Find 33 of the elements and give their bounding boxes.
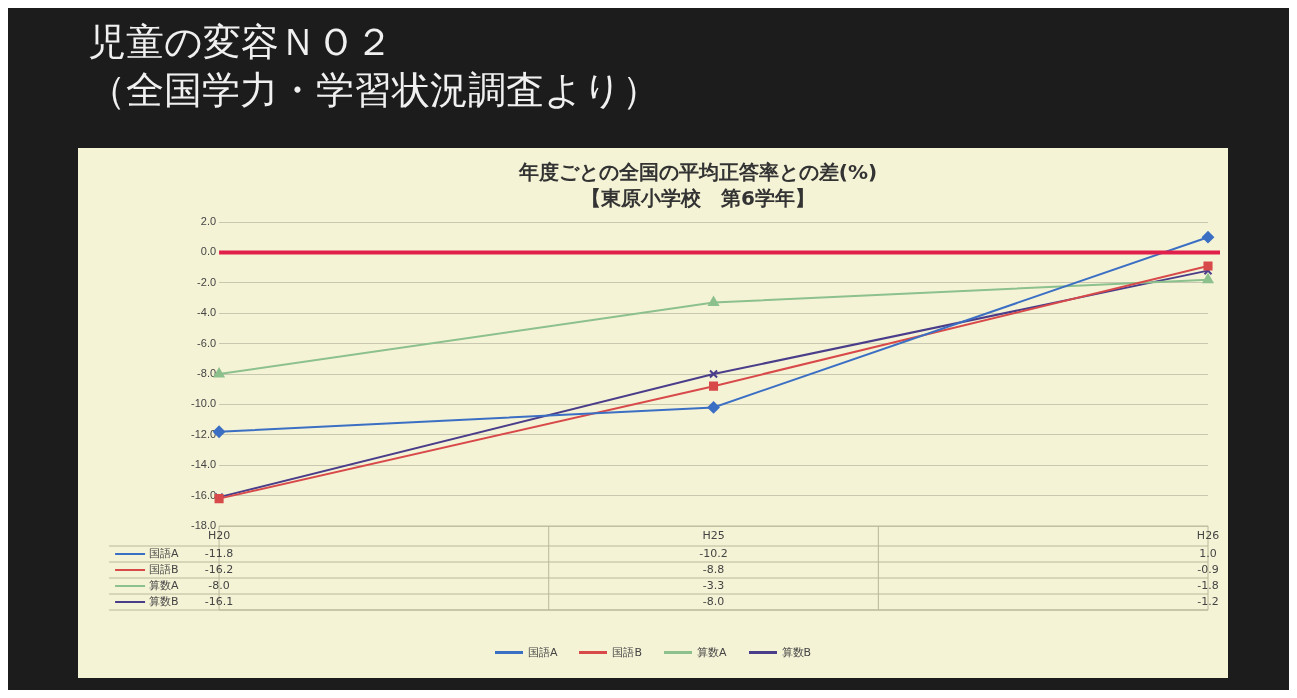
y-tick-label: 2.0 — [200, 215, 217, 228]
text: 国語B — [612, 646, 642, 659]
x-tick-label: H25 — [702, 528, 725, 542]
x-tick-label: H26 — [1196, 528, 1220, 542]
data-label: -1.2 — [1197, 594, 1219, 608]
y-tick-label: -14.0 — [190, 458, 217, 471]
legend-label: 算数A — [149, 578, 180, 592]
data-label: -16.1 — [204, 594, 234, 608]
y-tick-label: -10.0 — [190, 397, 217, 410]
legend-label: 国語B — [149, 562, 179, 576]
data-label: -16.2 — [204, 562, 234, 576]
y-tick-label: -4.0 — [197, 306, 217, 319]
text: （全国学力・学習状況調査より） — [88, 67, 660, 114]
legend-label: 算数B — [149, 594, 179, 608]
y-tick-label: -6.0 — [197, 336, 217, 349]
text: 児童の変容ＮＯ２ — [88, 19, 394, 66]
chart-subtitle: 【東原小学校 第6学年】 — [581, 186, 815, 211]
y-tick-label: -2.0 — [197, 275, 217, 288]
y-tick-label: -8.0 — [197, 367, 217, 380]
chart-title: 年度ごとの全国の平均正答率との差(%) — [517, 160, 878, 185]
data-label: -10.2 — [699, 546, 728, 560]
data-label: -1.8 — [1197, 578, 1219, 592]
text: 算数B — [781, 646, 812, 659]
data-label: -8.8 — [702, 562, 725, 576]
y-tick-label: 0.0 — [200, 245, 217, 258]
text: 国語A — [527, 646, 558, 659]
data-label: -0.9 — [1197, 562, 1219, 576]
data-label: -11.8 — [204, 546, 234, 560]
data-label: -8.0 — [702, 594, 725, 608]
text: 算数A — [697, 646, 727, 659]
data-label: 1.0 — [1199, 546, 1217, 560]
data-label: -3.3 — [702, 578, 725, 592]
legend-label: 国語A — [149, 546, 180, 560]
